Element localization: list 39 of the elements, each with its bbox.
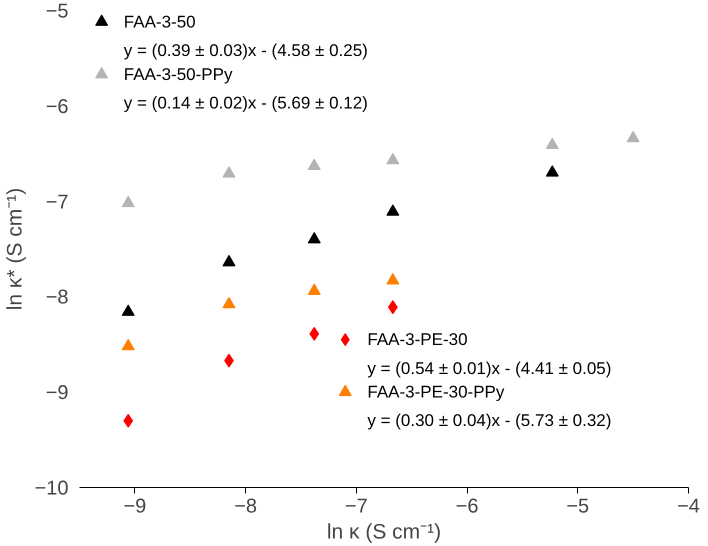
y-tick-label: −10 <box>34 478 69 500</box>
annotation: y = (0.30 ± 0.04)x - (5.73 ± 0.32) <box>367 411 612 430</box>
point <box>222 296 236 308</box>
point <box>546 138 559 149</box>
point <box>386 204 400 216</box>
x-axis-title: ln κ (S cm⁻¹) <box>326 520 442 544</box>
point <box>308 158 321 170</box>
point <box>122 304 135 316</box>
point <box>122 196 135 208</box>
x-tick-label: −4 <box>677 496 700 518</box>
legend-label: FAA-3-50 <box>124 12 196 32</box>
annotation: y = (0.39 ± 0.03)x - (4.58 ± 0.25) <box>124 41 368 60</box>
point <box>222 254 236 266</box>
x-tick-label: −5 <box>566 496 590 518</box>
annotation: y = (0.54 ± 0.01)x - (4.41 ± 0.05) <box>367 358 612 378</box>
y-tick-label: −7 <box>46 191 69 214</box>
point <box>626 130 640 142</box>
point <box>386 273 400 284</box>
point <box>309 326 320 341</box>
point <box>386 152 400 164</box>
x-tick-label: −7 <box>344 496 368 518</box>
point <box>222 166 236 178</box>
point <box>123 414 134 428</box>
point <box>122 338 135 350</box>
point <box>308 232 321 244</box>
y-tick-label: −9 <box>46 382 69 404</box>
legend-label: FAA-3-PE-30-PPy <box>367 382 505 402</box>
legend-label: FAA-3-PE-30 <box>367 330 468 350</box>
point <box>546 165 559 177</box>
y-tick-label: −6 <box>46 96 69 118</box>
annotation: y = (0.14 ± 0.02)x - (5.69 ± 0.12) <box>124 94 368 113</box>
point <box>308 284 321 295</box>
x-tick-label: −9 <box>123 496 146 518</box>
y-tick-label: −8 <box>46 286 69 309</box>
y-tick-label: −5 <box>46 0 69 22</box>
x-tick-label: −6 <box>456 496 478 518</box>
x-tick-label: −8 <box>234 496 257 518</box>
y-axis-title: ln κ* (S cm⁻¹) <box>4 188 27 310</box>
legend-label: FAA-3-50-PPy <box>124 64 233 84</box>
